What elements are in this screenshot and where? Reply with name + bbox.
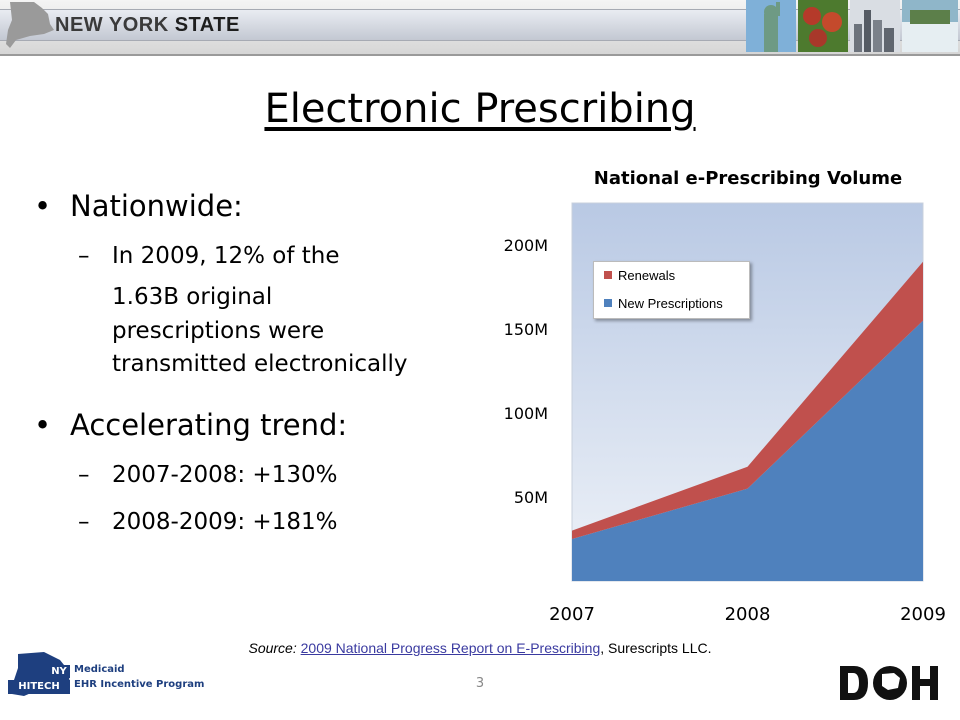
x-tick-label: 2007 [549, 604, 595, 625]
renewals-swatch [604, 271, 612, 279]
x-tick-label: 2009 [900, 604, 946, 625]
sub-bullet-line: 1.63B original [112, 284, 273, 310]
source-prefix: Source: [248, 640, 301, 656]
sub-bullet-text: 2008-2009: +181% [112, 509, 338, 535]
x-tick-label: 2008 [725, 604, 771, 625]
legend-item-new-prescriptions: New Prescriptions [604, 295, 723, 311]
header-banner: NEW YORK STATE [0, 0, 960, 56]
ny-label: NY [48, 665, 70, 678]
banner-title: NEW YORK STATE [55, 14, 240, 37]
legend-label-new-prescriptions: New Prescriptions [618, 295, 723, 311]
y-tick-label: 150M [504, 320, 548, 339]
chart-title: National e-Prescribing Volume [593, 168, 903, 189]
hitech-label: HITECH [8, 680, 70, 694]
sub-bullet-line: prescriptions were [112, 318, 325, 344]
bullet-list: Nationwide: – In 2009, 12% of the 1.63B … [30, 186, 460, 551]
apples-photo [798, 0, 848, 52]
waterfall-photo [902, 0, 958, 52]
legend-label-renewals: Renewals [618, 267, 676, 283]
bullet-nationwide: Nationwide: [30, 186, 460, 226]
statue-of-liberty-photo [746, 0, 796, 52]
source-link[interactable]: 2009 National Progress Report on E-Presc… [300, 640, 601, 656]
sub-bullet: – In 2009, 12% of the [30, 238, 460, 275]
source-citation: Source: 2009 National Progress Report on… [0, 640, 960, 656]
sub-bullet: – 2007-2008: +130% [30, 457, 460, 494]
dash: – [78, 243, 90, 269]
area-series-renewals [572, 261, 923, 539]
sub-bullet-continuation: 1.63B original prescriptions were transm… [30, 279, 460, 383]
sub-bullet-line: transmitted electronically [112, 351, 408, 377]
dash: – [78, 462, 90, 488]
city-skyline-photo [850, 0, 900, 52]
y-tick-label: 100M [504, 404, 548, 423]
slide-title: Electronic Prescribing [264, 86, 696, 132]
dash: – [78, 509, 90, 535]
page-number: 3 [475, 676, 485, 691]
medicaid-label: Medicaid [74, 664, 125, 675]
sub-bullet-text: In 2009, 12% of the [112, 243, 340, 269]
sub-bullet-text: 2007-2008: +130% [112, 462, 338, 488]
y-tick-label: 200M [504, 236, 548, 255]
doh-logo [840, 666, 938, 700]
ny-state-silhouette-icon [6, 2, 54, 48]
legend-item-renewals: Renewals [604, 267, 675, 283]
source-suffix: , Surescripts LLC. [600, 640, 712, 656]
banner-title-part2: STATE [174, 14, 240, 36]
chart-legend: Renewals New Prescriptions [593, 261, 750, 319]
ehr-incentive-label: EHR Incentive Program [74, 679, 205, 690]
banner-title-part1: NEW YORK [55, 14, 175, 36]
sub-bullet: – 2008-2009: +181% [30, 504, 460, 541]
area-series-new-prescriptions [572, 320, 923, 581]
new-prescriptions-swatch [604, 299, 612, 307]
y-tick-label: 50M [514, 488, 548, 507]
bullet-accelerating-trend: Accelerating trend: [30, 405, 460, 445]
